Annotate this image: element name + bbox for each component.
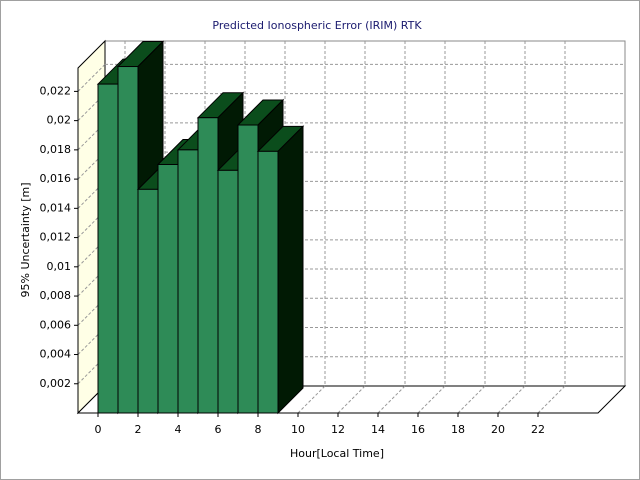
y-tick-label: 0,022 bbox=[40, 84, 72, 97]
bar bbox=[97, 83, 119, 414]
bar bbox=[137, 188, 159, 414]
x-tick-label: 14 bbox=[371, 423, 385, 436]
x-tick-label: 10 bbox=[291, 423, 305, 436]
y-tick-label: 0,008 bbox=[40, 289, 72, 302]
x-tick-label: 8 bbox=[255, 423, 262, 436]
x-axis-title: Hour[Local Time] bbox=[290, 447, 384, 460]
x-tick-label: 12 bbox=[331, 423, 345, 436]
grid-line bbox=[297, 385, 326, 414]
grid-line bbox=[457, 385, 486, 414]
y-tick-label: 0,002 bbox=[40, 377, 72, 390]
y-tick-label: 0,014 bbox=[40, 201, 72, 214]
x-tick-label: 18 bbox=[451, 423, 465, 436]
bar-side bbox=[277, 125, 304, 415]
x-tick-label: 16 bbox=[411, 423, 425, 436]
x-tick-label: 2 bbox=[135, 423, 142, 436]
grid-line bbox=[377, 385, 406, 414]
grid-line bbox=[337, 385, 366, 414]
y-tick-label: 0,02 bbox=[47, 114, 72, 127]
y-tick-label: 0,006 bbox=[40, 318, 72, 331]
x-tick-label: 22 bbox=[531, 423, 545, 436]
y-tick-label: 0,016 bbox=[40, 172, 72, 185]
grid-line bbox=[77, 64, 106, 92]
y-tick-label: 0,012 bbox=[40, 231, 72, 244]
bar bbox=[257, 150, 279, 414]
chart-title: Predicted Ionospheric Error (IRIM) RTK bbox=[212, 19, 422, 32]
grid-line bbox=[417, 385, 446, 414]
y-tick-label: 0,004 bbox=[40, 348, 72, 361]
bar bbox=[217, 169, 239, 414]
bar bbox=[177, 149, 199, 414]
y-axis-title: 95% Uncertainty [m] bbox=[19, 182, 32, 297]
x-tick-label: 20 bbox=[491, 423, 505, 436]
grid-line bbox=[497, 385, 526, 414]
bar bbox=[237, 124, 259, 414]
bar bbox=[197, 117, 219, 414]
bar bbox=[157, 163, 179, 414]
grid-line bbox=[537, 385, 566, 414]
y-tick-label: 0,01 bbox=[47, 260, 72, 273]
x-tick-label: 4 bbox=[175, 423, 182, 436]
x-tick-label: 0 bbox=[95, 423, 102, 436]
bar bbox=[117, 66, 139, 414]
x-tick-label: 6 bbox=[215, 423, 222, 436]
y-tick-label: 0,018 bbox=[40, 143, 72, 156]
